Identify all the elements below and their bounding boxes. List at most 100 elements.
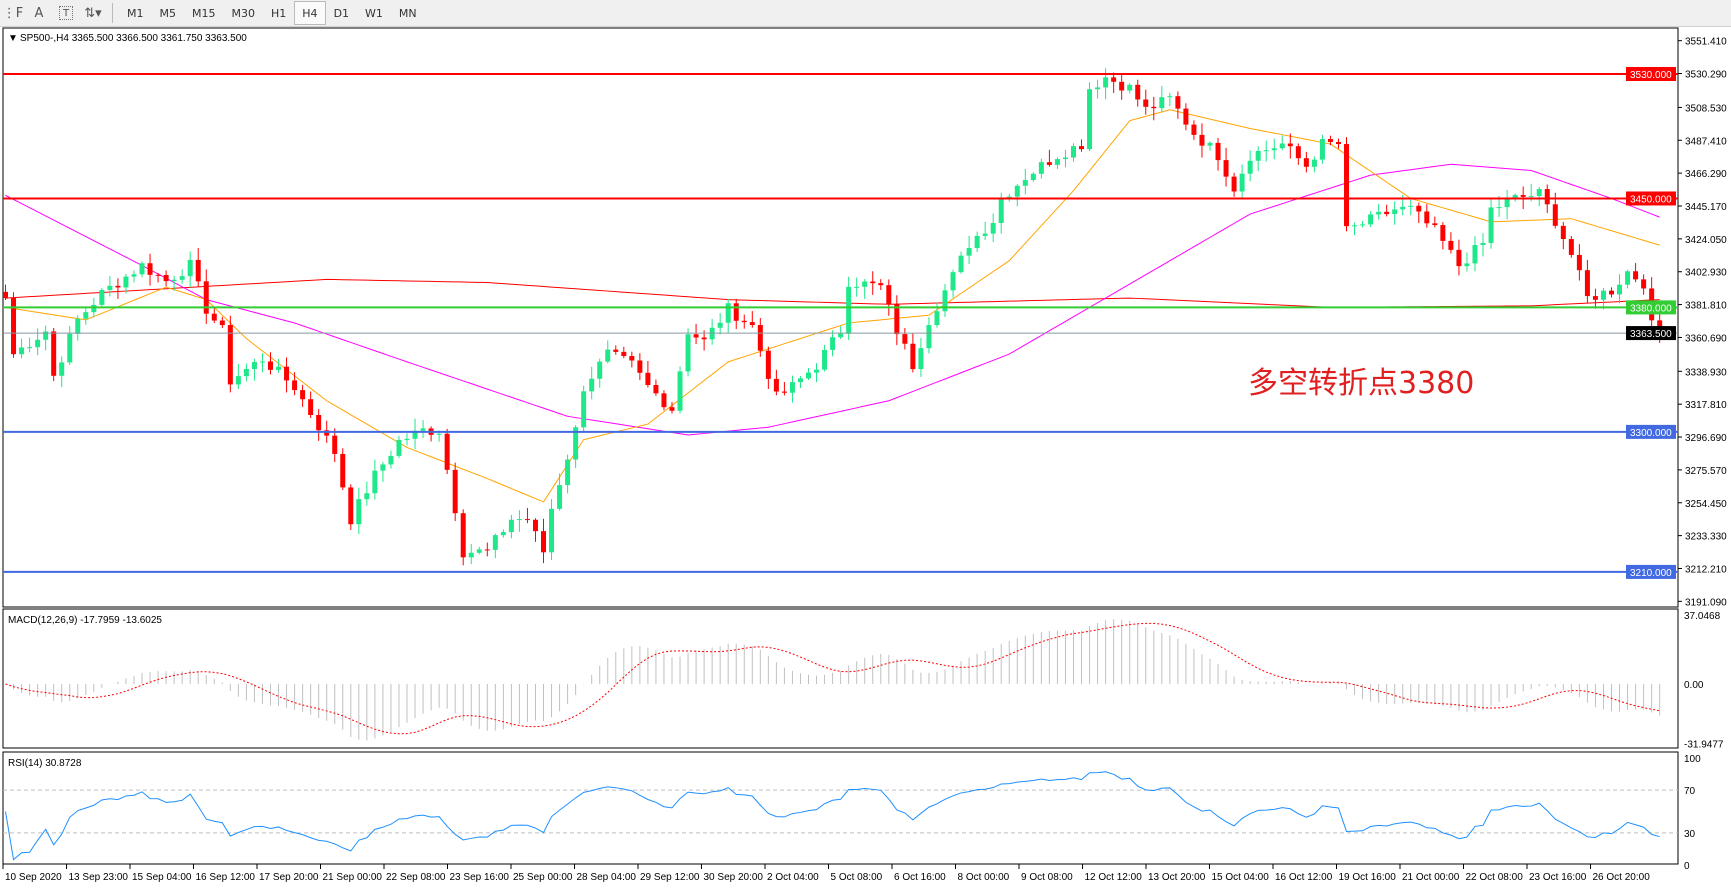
candle-body	[749, 322, 755, 326]
candle-body	[557, 485, 563, 509]
candle-body	[645, 372, 651, 386]
ma-fast-line	[5, 109, 1660, 503]
candle-body	[669, 407, 675, 411]
candle-body	[19, 347, 25, 355]
candle-body	[380, 464, 386, 471]
candle-body	[292, 380, 298, 391]
chart-area[interactable]: 3551.410 3530.290 3508.530 3487.410 3466.290…	[0, 26, 1731, 895]
candle-body	[1609, 290, 1614, 295]
timeframe-h1[interactable]: H1	[271, 6, 287, 20]
candle-body	[629, 356, 635, 361]
timeframe-m15[interactable]: M15	[192, 6, 216, 20]
candle-body	[1400, 206, 1406, 210]
candle-body	[886, 285, 892, 305]
time-label: 16 Sep 12:00	[196, 872, 256, 883]
candle-body	[476, 549, 482, 553]
candle-body	[1536, 189, 1542, 197]
price-tick-label: 3424.050	[1685, 235, 1727, 246]
main-pane	[2, 27, 1679, 608]
candle-body	[1263, 150, 1269, 152]
candle-body	[894, 304, 900, 335]
rsi-tick-label: 0	[1684, 861, 1690, 872]
candle-body	[1014, 185, 1020, 197]
candle-body	[83, 312, 89, 319]
price-tick-label: 3212.210	[1685, 564, 1727, 575]
fibo-icon[interactable]: ⋮F	[2, 5, 24, 21]
arrows-icon[interactable]: ⇅▾	[84, 5, 102, 21]
candle-body	[1271, 148, 1277, 151]
candle-body	[163, 275, 169, 282]
time-label: 5 Oct 08:00	[831, 872, 883, 883]
candle-body	[1504, 198, 1510, 208]
candle-body	[1360, 224, 1366, 226]
candle-body	[1641, 279, 1647, 289]
candle-body	[3, 291, 8, 299]
candle-body	[155, 274, 161, 276]
candle-body	[460, 513, 466, 558]
time-label: 21 Sep 00:00	[323, 872, 383, 883]
candle-body	[701, 337, 707, 340]
candle-body	[484, 549, 490, 551]
candle-body	[950, 272, 956, 291]
price-tick-label: 3381.810	[1685, 301, 1727, 312]
time-label: 29 Sep 12:00	[640, 872, 700, 883]
rsi-tick-label: 30	[1684, 829, 1696, 840]
candle-body	[276, 366, 282, 370]
candle-body	[974, 235, 980, 249]
candle-body	[677, 371, 683, 411]
text-icon[interactable]: A	[34, 5, 44, 21]
candle-body	[878, 283, 884, 286]
candle-body	[1600, 290, 1606, 300]
candle-body	[1119, 81, 1125, 91]
timeframe-mn[interactable]: MN	[398, 6, 417, 20]
candle-body	[653, 385, 659, 394]
candle-body	[1472, 244, 1478, 264]
candle-body	[1432, 223, 1438, 226]
time-label: 22 Oct 08:00	[1466, 872, 1524, 883]
rsi-pane	[2, 751, 1679, 865]
ma-mid-line	[5, 163, 1660, 436]
candle-body	[43, 331, 49, 340]
timeframe-d1[interactable]: D1	[333, 6, 350, 20]
candle-body	[1087, 89, 1093, 150]
candle-body	[725, 303, 731, 323]
candle-body	[1239, 173, 1245, 192]
candle-body	[854, 286, 860, 288]
candle-body	[814, 369, 820, 373]
candle-body	[99, 289, 105, 305]
time-label: 30 Sep 20:00	[704, 872, 764, 883]
candle-body	[661, 393, 667, 408]
price-tick-label: 3191.090	[1685, 597, 1727, 608]
candle-body	[75, 318, 81, 334]
text-label-icon[interactable]: T	[59, 6, 73, 20]
candle-body	[1544, 189, 1550, 205]
timeframe-m30[interactable]: M30	[231, 6, 256, 20]
timeframe-h4[interactable]: H4	[294, 1, 326, 25]
toolbar-separator	[112, 3, 113, 23]
candle-body	[388, 455, 394, 465]
candle-body	[404, 438, 410, 440]
candle-body	[1231, 176, 1237, 192]
candle-body	[1327, 139, 1333, 143]
level-tag	[1626, 191, 1676, 206]
time-label: 15 Oct 04:00	[1212, 872, 1270, 883]
candle-body	[838, 333, 844, 338]
time-label: 8 Oct 00:00	[958, 872, 1010, 883]
time-label: 19 Oct 16:00	[1339, 872, 1397, 883]
candle-body	[500, 532, 506, 536]
timeframe-m5[interactable]: M5	[159, 6, 177, 20]
level-tag	[1626, 300, 1676, 315]
price-tick-label: 3466.290	[1685, 169, 1727, 180]
candle-body	[1159, 97, 1165, 109]
timeframe-w1[interactable]: W1	[365, 6, 383, 20]
candle-body	[67, 333, 73, 363]
candle-body	[1062, 157, 1068, 160]
candle-body	[91, 304, 97, 313]
candle-body	[1135, 84, 1141, 100]
candle-body	[300, 390, 306, 400]
level-tag	[1626, 424, 1676, 439]
rsi-tick-label: 70	[1684, 786, 1696, 797]
macd-tick-label: -31.9477	[1684, 740, 1724, 751]
time-label: 25 Sep 00:00	[513, 872, 573, 883]
timeframe-m1[interactable]: M1	[127, 6, 144, 20]
